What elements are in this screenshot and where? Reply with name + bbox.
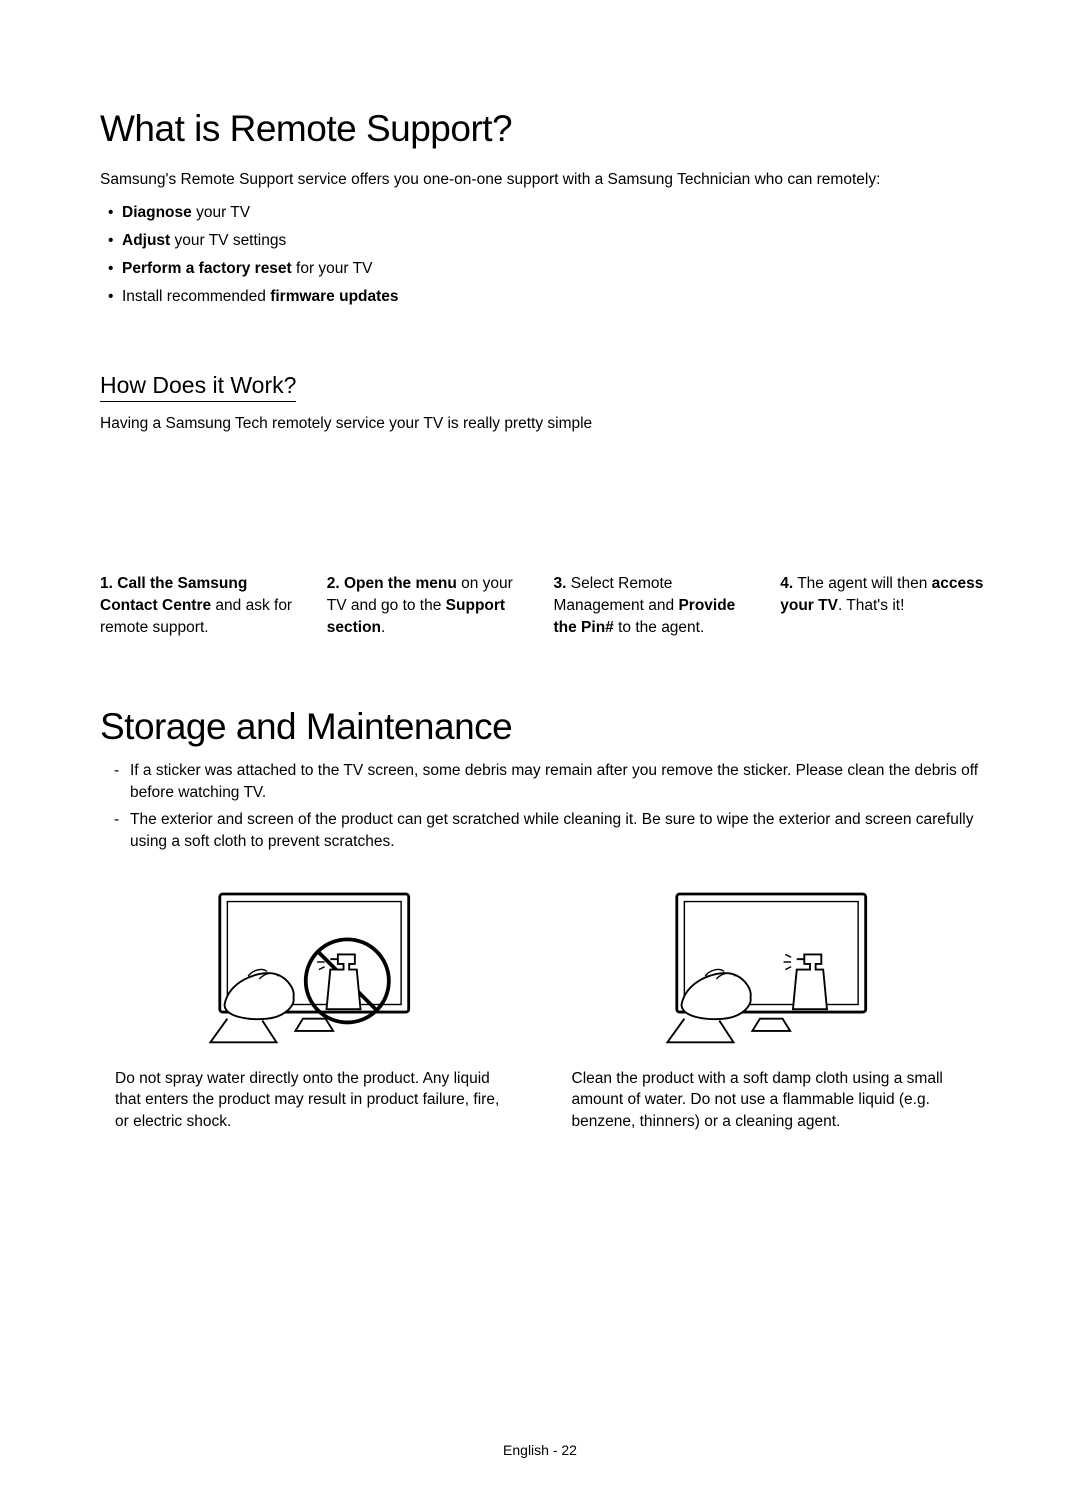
step-number: 3. bbox=[554, 575, 567, 592]
step-3: 3. Select Remote Management and Provide … bbox=[554, 573, 759, 640]
figure-correct: Clean the product with a soft damp cloth… bbox=[572, 877, 971, 1133]
bold-text: Diagnose bbox=[122, 204, 192, 221]
tv-spray-prohibited-icon bbox=[115, 877, 514, 1047]
notes-list: If a sticker was attached to the TV scre… bbox=[100, 760, 985, 853]
bold-text: firmware updates bbox=[270, 288, 398, 305]
text: for your TV bbox=[292, 260, 373, 277]
bold-text: Adjust bbox=[122, 232, 170, 249]
text: The agent will then bbox=[797, 575, 931, 592]
list-item: Install recommended firmware updates bbox=[100, 287, 985, 308]
text: Install recommended bbox=[122, 288, 270, 305]
document-page: What is Remote Support? Samsung's Remote… bbox=[0, 0, 1080, 1494]
text: your TV settings bbox=[170, 232, 286, 249]
page-footer: English - 22 bbox=[0, 1442, 1080, 1458]
figure-incorrect: Do not spray water directly onto the pro… bbox=[115, 877, 514, 1133]
heading-remote-support: What is Remote Support? bbox=[100, 108, 985, 150]
intro-text: Samsung's Remote Support service offers … bbox=[100, 170, 985, 191]
steps-row: 1. Call the Samsung Contact Centre and a… bbox=[100, 573, 985, 640]
step-2: 2. Open the menu on your TV and go to th… bbox=[327, 573, 532, 640]
feature-list: Diagnose your TV Adjust your TV settings… bbox=[100, 203, 985, 308]
step-1: 1. Call the Samsung Contact Centre and a… bbox=[100, 573, 305, 640]
caption: Clean the product with a soft damp cloth… bbox=[572, 1068, 971, 1133]
subtext: Having a Samsung Tech remotely service y… bbox=[100, 414, 985, 435]
list-item: Adjust your TV settings bbox=[100, 231, 985, 252]
step-4: 4. The agent will then access your TV. T… bbox=[780, 573, 985, 640]
step-number: 4. bbox=[780, 575, 793, 592]
heading-how-it-works: How Does it Work? bbox=[100, 372, 296, 402]
list-item: If a sticker was attached to the TV scre… bbox=[100, 760, 985, 803]
text: . That's it! bbox=[838, 597, 904, 614]
step-number: 2. bbox=[327, 575, 340, 592]
caption: Do not spray water directly onto the pro… bbox=[115, 1068, 514, 1133]
text: . bbox=[381, 619, 385, 636]
bold-text: Open the menu bbox=[344, 575, 457, 592]
text: to the agent. bbox=[614, 619, 705, 636]
list-item: The exterior and screen of the product c… bbox=[100, 809, 985, 852]
text: Select Remote Management and bbox=[554, 575, 679, 614]
bold-text: Perform a factory reset bbox=[122, 260, 292, 277]
heading-storage: Storage and Maintenance bbox=[100, 706, 985, 748]
list-item: Diagnose your TV bbox=[100, 203, 985, 224]
figures-row: Do not spray water directly onto the pro… bbox=[100, 877, 985, 1133]
step-number: 1. bbox=[100, 575, 113, 592]
list-item: Perform a factory reset for your TV bbox=[100, 259, 985, 280]
tv-cloth-cleaning-icon bbox=[572, 877, 971, 1047]
text: your TV bbox=[192, 204, 250, 221]
